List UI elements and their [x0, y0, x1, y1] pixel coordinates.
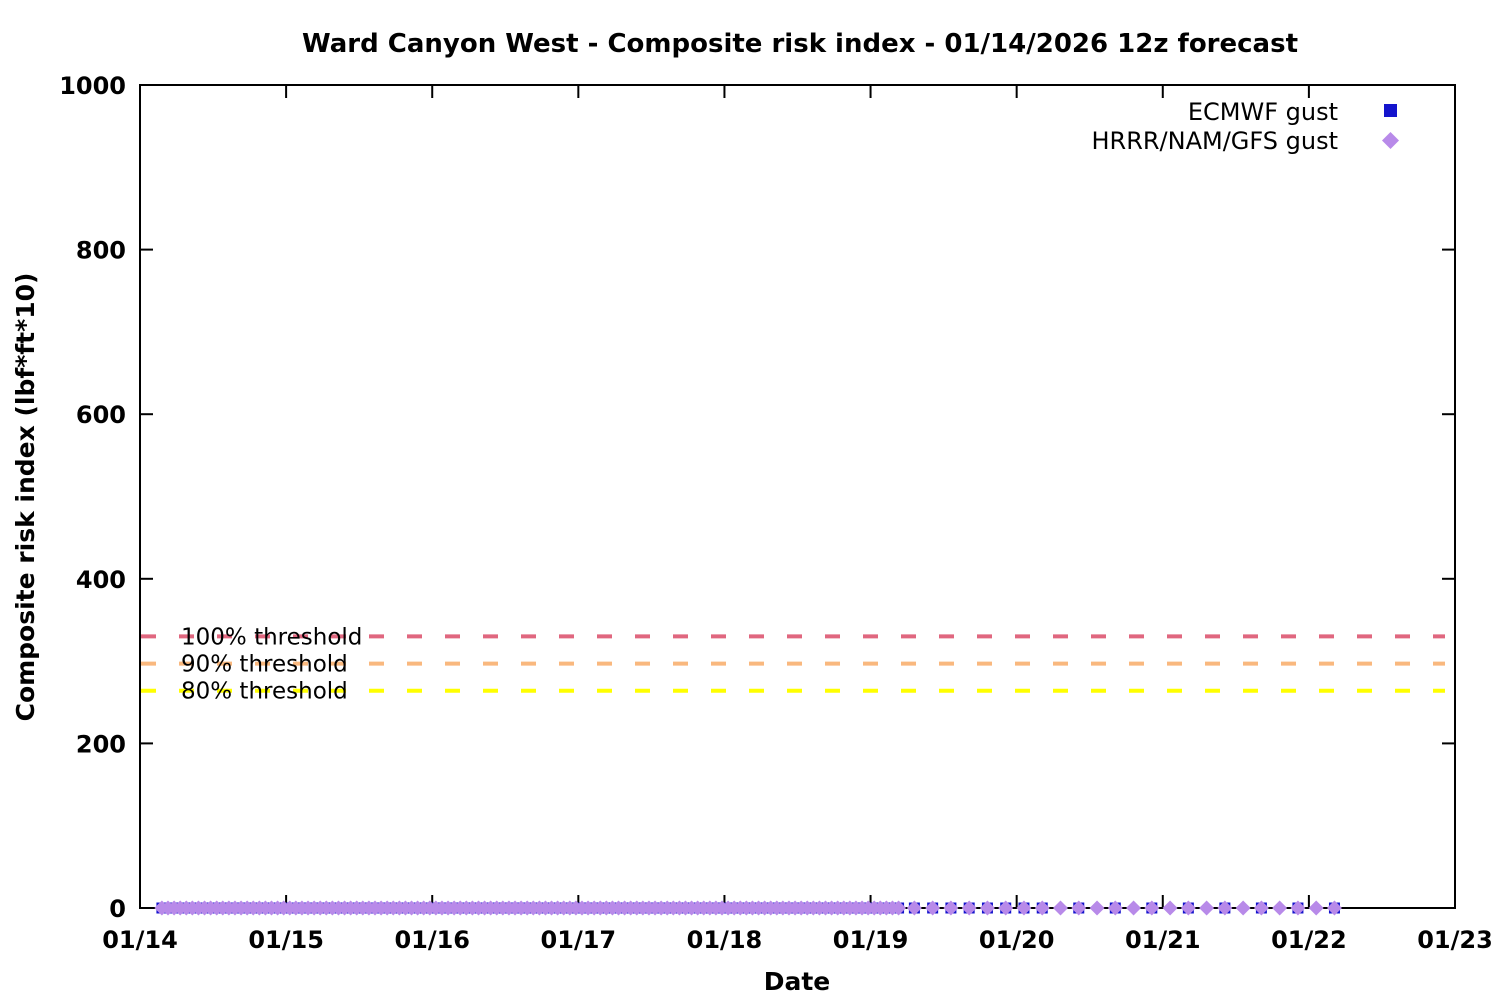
data-point-diamond	[1290, 900, 1306, 916]
data-point-diamond	[979, 900, 995, 916]
x-tick-label: 01/22	[1271, 926, 1347, 954]
x-tick-label: 01/17	[541, 926, 617, 954]
y-tick-label: 800	[76, 237, 126, 265]
data-point-diamond	[1053, 900, 1068, 916]
x-axis-title: Date	[764, 967, 831, 996]
y-tick-label: 400	[76, 566, 126, 594]
data-point-diamond	[1272, 900, 1288, 916]
data-point-diamond	[925, 900, 941, 916]
data-point-diamond	[1071, 900, 1087, 916]
y-tick-label: 0	[109, 895, 126, 923]
legend-label-hrrr-nam-gfs: HRRR/NAM/GFS gust	[1091, 127, 1338, 155]
threshold-label: 100% threshold	[181, 624, 362, 650]
y-axis-title: Composite risk index (lbf*ft*10)	[11, 273, 40, 722]
data-point-diamond	[943, 900, 959, 916]
data-point-diamond	[1144, 900, 1160, 916]
data-point-diamond	[891, 900, 907, 916]
data-points	[154, 900, 1342, 916]
legend-marker-diamond-icon	[1382, 132, 1399, 149]
data-point-diamond	[1089, 900, 1105, 916]
legend: ECMWF gust HRRR/NAM/GFS gust	[1091, 98, 1399, 155]
data-point-diamond	[1235, 900, 1251, 916]
data-point-diamond	[1162, 900, 1178, 916]
data-point-diamond	[1107, 900, 1123, 916]
legend-marker-square-icon	[1384, 104, 1397, 117]
data-point-diamond	[1253, 900, 1269, 916]
threshold-label: 80% threshold	[181, 679, 348, 705]
data-point-diamond	[1034, 900, 1050, 916]
data-point-diamond	[961, 900, 977, 916]
x-tick-label: 01/19	[833, 926, 909, 954]
plot-border	[139, 84, 1456, 909]
x-tick-label: 01/20	[979, 926, 1055, 954]
x-tick-label: 01/18	[687, 926, 763, 954]
data-point-diamond	[1126, 900, 1142, 916]
data-point-diamond	[1016, 900, 1032, 916]
data-point-diamond	[1199, 900, 1215, 916]
y-tick-label: 1000	[59, 72, 126, 100]
y-tick-label: 200	[76, 730, 126, 758]
data-point-diamond	[1180, 900, 1196, 916]
data-point-diamond	[1326, 900, 1342, 916]
x-tick-label: 01/16	[394, 926, 470, 954]
x-tick-label: 01/14	[102, 926, 178, 954]
data-point-diamond	[906, 900, 922, 916]
data-point-diamond	[998, 900, 1014, 916]
y-tick-label: 600	[76, 401, 126, 429]
axes: 01/14 01/15 01/16 01/17 01/18 01/19 01/20 01/21…	[59, 72, 1493, 954]
x-tick-label: 01/15	[248, 926, 324, 954]
data-point-diamond	[1217, 900, 1233, 916]
chart-title: Ward Canyon West - Composite risk index …	[302, 29, 1298, 59]
data-point-diamond	[1308, 900, 1324, 916]
x-tick-label: 01/23	[1417, 926, 1493, 954]
legend-label-ecmwf: ECMWF gust	[1188, 98, 1338, 126]
threshold-label: 90% threshold	[181, 652, 348, 678]
x-tick-label: 01/21	[1125, 926, 1201, 954]
